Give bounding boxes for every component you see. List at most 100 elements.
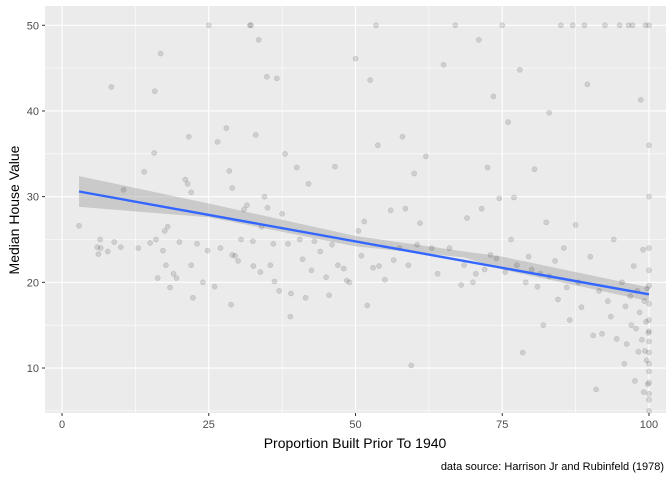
regression-line [78, 190, 650, 296]
data-point [299, 256, 306, 263]
data-point [411, 170, 418, 177]
data-point [204, 247, 211, 254]
data-point [635, 348, 642, 355]
data-point [499, 22, 506, 29]
data-point [561, 245, 567, 251]
data-point [97, 245, 104, 251]
data-point [646, 22, 652, 29]
data-point [633, 325, 639, 332]
data-point [423, 153, 429, 160]
data-point [264, 204, 271, 211]
data-point [244, 202, 250, 209]
data-point [646, 282, 652, 289]
data-point [546, 109, 553, 116]
data-point [528, 266, 535, 273]
data-point [248, 22, 254, 29]
data-point [540, 322, 547, 329]
data-point [596, 288, 602, 294]
data-point [525, 253, 532, 260]
data-point [566, 317, 573, 323]
data-point [646, 379, 652, 386]
data-point [228, 301, 234, 308]
data-point [646, 193, 652, 200]
data-point [261, 193, 268, 200]
data-point [264, 73, 270, 80]
data-point [496, 195, 503, 202]
data-point [94, 244, 101, 251]
data-point [621, 360, 628, 367]
y-tick-label: 20 [27, 277, 39, 289]
data-point [147, 240, 153, 246]
data-point [188, 189, 195, 196]
trend-line [78, 190, 650, 296]
y-tick-label: 40 [27, 106, 39, 118]
data-point [646, 408, 652, 414]
data-point [185, 133, 192, 140]
data-point [428, 245, 435, 251]
data-point [76, 222, 82, 229]
y-axis-title: Median House Value [6, 145, 22, 274]
data-point [408, 362, 415, 369]
data-point [623, 341, 630, 347]
data-point [250, 263, 257, 269]
data-point [205, 22, 212, 29]
data-point [352, 55, 359, 62]
data-point [335, 262, 341, 269]
data-point [636, 309, 643, 316]
x-tick-label: 75 [496, 419, 508, 431]
data-point [97, 236, 104, 243]
data-point [163, 262, 169, 269]
grid-lines [45, 6, 666, 413]
data-point [182, 176, 189, 183]
data-point [287, 313, 294, 320]
data-point [644, 285, 651, 292]
y-tick-label: 10 [27, 363, 39, 375]
data-point [374, 142, 381, 149]
data-point [646, 300, 652, 307]
data-point [484, 164, 491, 171]
data-point [487, 252, 494, 258]
data-point [555, 296, 561, 303]
data-point [235, 258, 241, 264]
data-point [640, 389, 647, 395]
data-point [490, 93, 497, 100]
data-point [340, 265, 347, 272]
data-point [135, 245, 142, 251]
data-point [402, 205, 409, 212]
data-point [478, 205, 485, 212]
data-point [184, 180, 191, 187]
data-point [516, 66, 523, 73]
x-tick-label: 0 [59, 419, 65, 431]
data-point [167, 284, 173, 291]
data-point [364, 302, 371, 309]
data-point [108, 84, 115, 90]
data-point [141, 168, 148, 175]
data-point [458, 282, 465, 288]
data-point [613, 336, 620, 342]
confidence-band [79, 176, 649, 302]
data-point [282, 150, 288, 157]
data-point [508, 236, 514, 243]
data-point [276, 288, 283, 294]
x-axis-title: Proportion Built Prior To 1940 [264, 435, 447, 451]
data-point [241, 206, 247, 213]
data-point [461, 262, 467, 269]
data-point [646, 349, 652, 356]
data-point [405, 262, 412, 269]
data-points [76, 22, 652, 414]
data-point [151, 150, 158, 156]
data-point [534, 283, 541, 290]
x-tick-label: 25 [203, 419, 215, 431]
data-point [630, 263, 637, 269]
data-point [194, 240, 200, 247]
data-point [531, 166, 538, 173]
data-point [646, 338, 652, 345]
data-point [296, 236, 303, 243]
data-point [514, 262, 520, 269]
data-point [464, 215, 470, 221]
data-point [622, 303, 629, 310]
data-point [373, 22, 379, 29]
data-point [288, 290, 294, 297]
data-point [232, 252, 239, 259]
